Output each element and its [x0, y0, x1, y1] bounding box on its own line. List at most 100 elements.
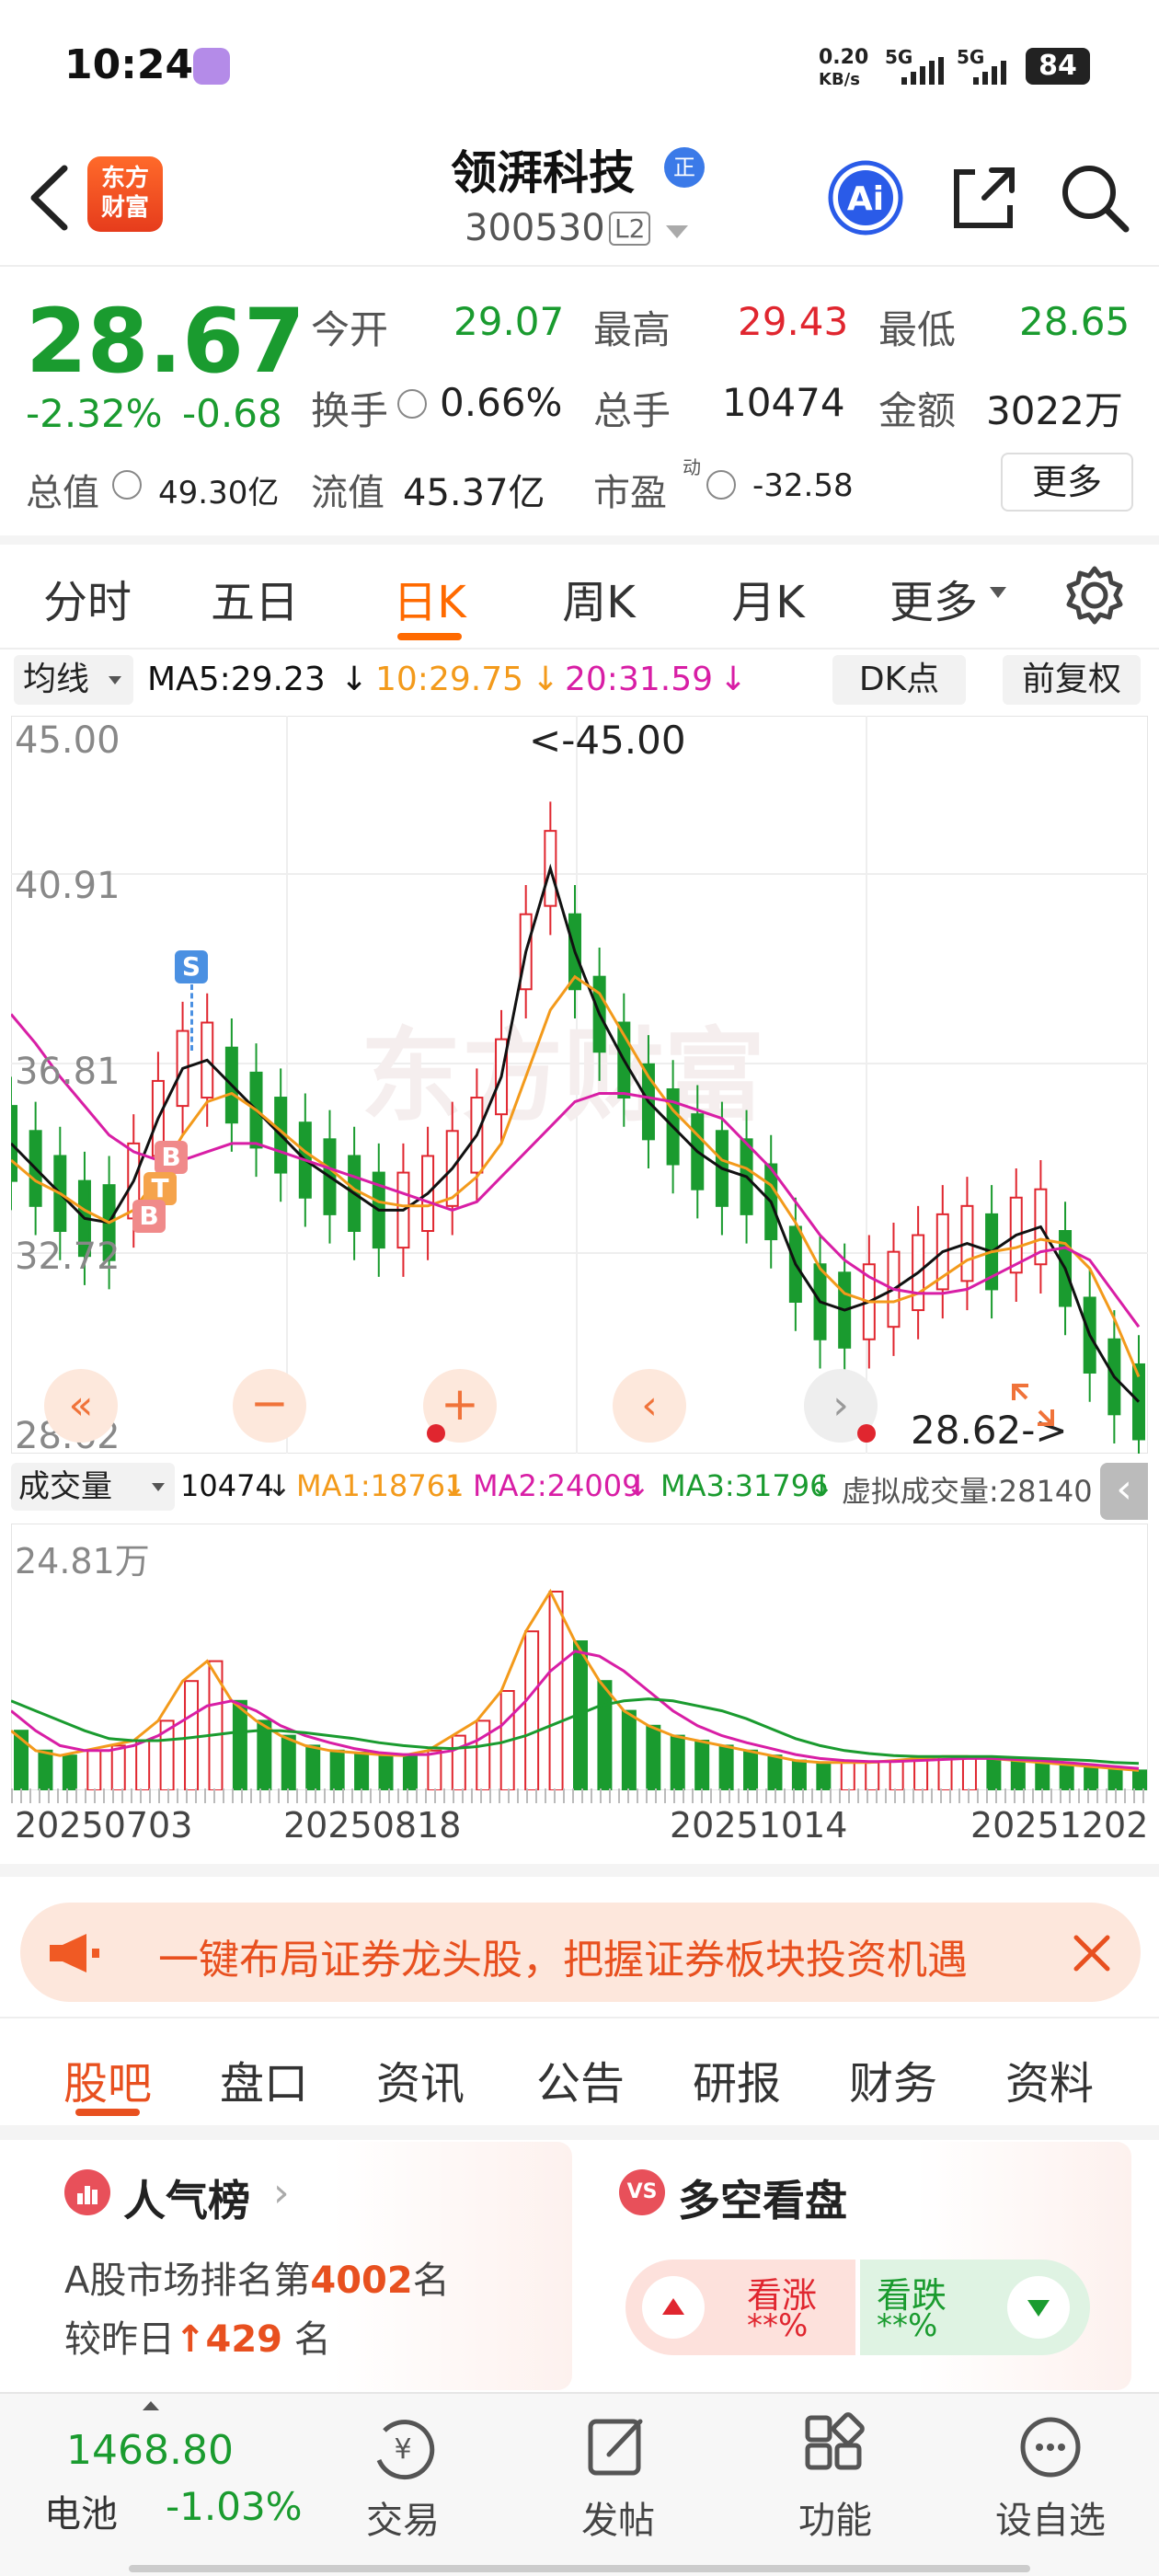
- bull-button[interactable]: 看涨 **%: [625, 2260, 855, 2355]
- tab-more-caret-icon[interactable]: [990, 587, 1006, 598]
- kline-chart[interactable]: 东方财富: [11, 716, 1148, 1454]
- tab-more[interactable]: 更多: [889, 577, 978, 628]
- sell-signal-badge[interactable]: S: [175, 950, 208, 983]
- more-button[interactable]: 更多: [1001, 453, 1133, 512]
- chart-rewind-button[interactable]: «: [44, 1369, 118, 1443]
- promo-banner[interactable]: 一键布局证券龙头股，把握证券板块投资机遇: [20, 1903, 1141, 2002]
- share-icon[interactable]: [947, 161, 1021, 235]
- index-value[interactable]: 1468.80: [66, 2427, 234, 2474]
- bull-value: **%: [747, 2307, 809, 2344]
- app-logo[interactable]: 东方 财富: [87, 156, 163, 232]
- low-value: 28.65: [1019, 299, 1130, 344]
- info-active-indicator: [75, 2109, 140, 2116]
- pe-info-icon[interactable]: [706, 470, 736, 500]
- ma-line-ma20: [11, 1013, 1141, 1328]
- price-axis-label-3: 32.72: [15, 1236, 120, 1278]
- zoom-out-button[interactable]: −: [233, 1369, 306, 1443]
- svg-text:¥: ¥: [394, 2433, 411, 2466]
- high-label: 最高: [593, 307, 671, 352]
- amount-value: 3022万: [986, 388, 1123, 433]
- bear-button[interactable]: 看跌 **%: [860, 2260, 1090, 2355]
- level2-badge[interactable]: L2: [609, 212, 651, 246]
- open-value: 29.07: [453, 299, 565, 344]
- market-cap-info-icon[interactable]: [112, 470, 142, 500]
- ai-icon[interactable]: Ai: [826, 158, 905, 237]
- tab-news[interactable]: 资讯: [375, 2058, 465, 2110]
- collapse-panel-button[interactable]: ‹: [1100, 1463, 1148, 1520]
- volume-bar: [597, 1680, 613, 1790]
- indicator-label: 均线: [23, 661, 90, 698]
- signal-5g-label: 5G: [885, 46, 913, 68]
- index-pct[interactable]: -1.03%: [166, 2484, 303, 2529]
- sentiment-card[interactable]: VS 多空看盘 看涨 **% 看跌 **%: [593, 2142, 1131, 2390]
- search-icon[interactable]: [1058, 161, 1131, 235]
- scroll-right-dot: [857, 1424, 876, 1443]
- ma5-arrow: ↓: [340, 661, 369, 698]
- turnover-info-icon[interactable]: [397, 389, 427, 419]
- bottom-post[interactable]: 发帖: [581, 2500, 655, 2542]
- price-axis-label-0: 45.00: [15, 719, 120, 762]
- tab-guba[interactable]: 股吧: [63, 2058, 152, 2110]
- bottom-add-watchlist[interactable]: 设自选: [995, 2500, 1106, 2542]
- dk-point-button[interactable]: DK点: [832, 655, 966, 705]
- tab-research[interactable]: 研报: [692, 2058, 781, 2110]
- volume-bar: [524, 1630, 540, 1790]
- ma-line-ma10: [11, 974, 1141, 1378]
- volume-bar: [1107, 1767, 1123, 1790]
- volume-indicator-select[interactable]: 成交量: [11, 1463, 175, 1511]
- index-name[interactable]: 电池: [44, 2493, 118, 2536]
- volume-bar: [816, 1761, 832, 1790]
- tab-pankou[interactable]: 盘口: [219, 2058, 308, 2110]
- volume-caret-icon[interactable]: [152, 1483, 165, 1491]
- add-watchlist-icon[interactable]: [1014, 2412, 1087, 2482]
- pe-sup: 动: [683, 456, 701, 478]
- tab-announcements[interactable]: 公告: [535, 2058, 625, 2110]
- post-icon[interactable]: [581, 2412, 655, 2482]
- bear-label: 看跌: [877, 2275, 947, 2316]
- volume-indicator-label: 成交量: [18, 1468, 112, 1505]
- trade-icon[interactable]: ¥: [366, 2412, 440, 2482]
- tab-minute[interactable]: 分时: [42, 577, 132, 628]
- volume-bar: [646, 1724, 661, 1790]
- turnover-value: 0.66%: [440, 380, 563, 425]
- scroll-left-button[interactable]: ‹: [613, 1369, 686, 1443]
- scroll-right-button[interactable]: ›: [804, 1369, 878, 1443]
- volume-bar: [718, 1744, 734, 1790]
- sell-signal-line: [190, 984, 193, 1051]
- indicator-caret-icon[interactable]: [109, 676, 121, 684]
- settings-gear-icon[interactable]: [1062, 563, 1127, 627]
- bottom-trade[interactable]: 交易: [366, 2500, 440, 2542]
- status-time: 10:24: [64, 41, 194, 88]
- float-cap-value: 45.37亿: [403, 472, 545, 514]
- buy-signal-badge-2[interactable]: B: [132, 1200, 166, 1233]
- volume-line-ma2: [11, 1650, 1140, 1770]
- date-label-2: 20251014: [670, 1805, 848, 1846]
- banner-close-icon[interactable]: [1069, 1930, 1115, 1976]
- back-icon[interactable]: [23, 161, 78, 235]
- volume-bar: [743, 1749, 759, 1790]
- vol-ma2-legend: MA2:24009: [473, 1468, 641, 1503]
- level-dropdown-icon[interactable]: [666, 225, 688, 238]
- tab-profile[interactable]: 资料: [1004, 2058, 1094, 2110]
- tab-monthly-k[interactable]: 月K: [731, 577, 805, 628]
- date-label-1: 20250818: [283, 1805, 462, 1846]
- indicator-select[interactable]: 均线: [14, 655, 133, 705]
- svg-text:Ai: Ai: [847, 180, 884, 218]
- volume-chart[interactable]: [11, 1524, 1148, 1790]
- fq-button[interactable]: 前复权: [1003, 655, 1141, 705]
- bottom-function[interactable]: 功能: [798, 2500, 872, 2542]
- tab-daily-k[interactable]: 日K: [393, 577, 466, 628]
- candle-body: [1132, 1363, 1145, 1441]
- amount-label: 金额: [878, 388, 957, 433]
- popularity-card[interactable]: 人气榜 › A股市场排名第4002名 较昨日↑429 名: [39, 2142, 572, 2390]
- ma10-legend: 10:29.75: [375, 661, 523, 698]
- tab-finance[interactable]: 财务: [848, 2058, 937, 2110]
- function-icon[interactable]: [798, 2412, 872, 2482]
- home-indicator: [129, 2565, 1030, 2572]
- tab-five-day[interactable]: 五日: [210, 577, 299, 628]
- buy-signal-badge-1[interactable]: B: [155, 1141, 188, 1174]
- tab-weekly-k[interactable]: 周K: [562, 577, 636, 628]
- up-arrow-icon: ↑: [175, 2318, 206, 2361]
- kline-svg: 东方财富: [11, 716, 1148, 1454]
- expand-chart-icon[interactable]: [1010, 1382, 1056, 1428]
